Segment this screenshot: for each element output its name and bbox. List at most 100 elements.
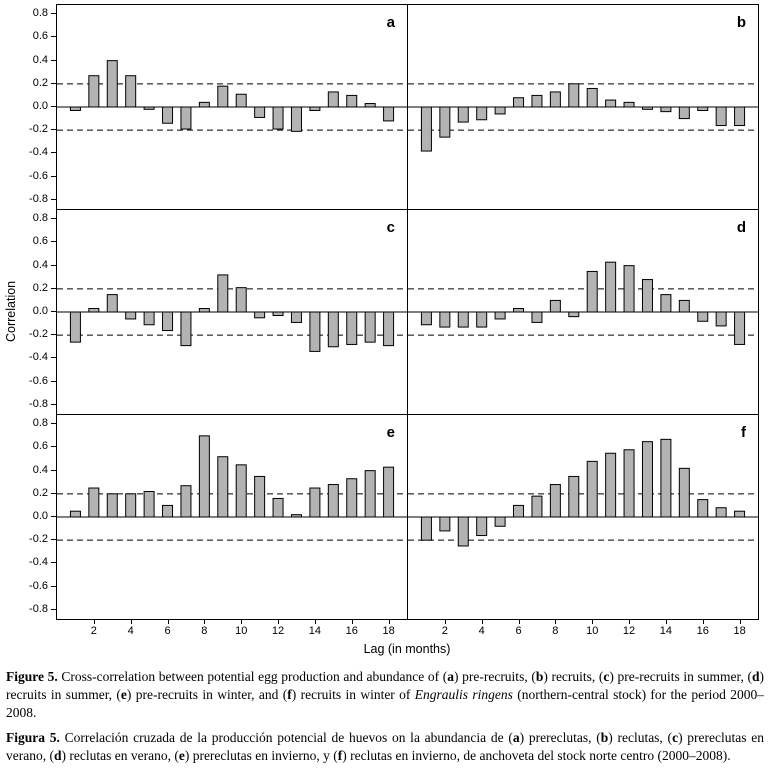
bar-lag-7 [180,485,192,518]
bar-lag-11 [605,261,617,313]
panel-b-recruits: b [407,4,758,209]
bar-lag-14 [660,294,672,313]
caption-bold-text: b [535,669,544,684]
bar-lag-8 [549,91,561,108]
bar-lag-15 [327,91,339,108]
bar-lag-2 [439,516,451,532]
y-tick-mark [51,175,56,177]
bar-lag-5 [494,516,506,527]
y-tick-label: 0.0 [32,510,48,522]
bar-lag-1 [69,106,81,111]
bar-lag-10 [235,464,247,518]
y-tick-mark [51,36,56,38]
bar-lag-11 [605,99,617,108]
x-tick-label: 12 [622,625,636,637]
x-tick-mark [739,619,741,624]
figure-captions: Figure 5. Cross-correlation between pote… [0,662,770,781]
caption-bold-text: Figura 5. [6,730,60,746]
bar-lag-5 [494,106,506,115]
bar-lag-18 [734,510,746,518]
bar-lag-11 [254,475,266,518]
panel-letter: f [741,424,747,441]
caption-bold-text: b [600,730,609,746]
panel-letter: d [737,219,746,236]
x-tick-mark [444,619,446,624]
x-tick-label: 14 [659,625,673,637]
bar-lag-16 [697,499,709,518]
bar-lag-18 [383,106,395,122]
x-tick-mark [592,619,594,624]
bar-lag-17 [715,507,727,518]
caption-text: (northern-central stock) for the period … [6,686,764,720]
x-tick-label: 4 [478,625,485,637]
y-tick-label: 0.8 [32,212,48,225]
y-tick-mark [51,198,56,200]
bar-lag-4 [476,106,488,121]
bar-lag-11 [254,311,266,319]
y-tick-label: 0.8 [32,7,48,20]
x-tick-label: 14 [308,625,322,637]
y-tick-mark [51,59,56,61]
bar-lag-18 [383,311,395,347]
y-tick-label: -0.4 [29,351,48,364]
y-tick-mark [51,264,56,266]
panel-f-recruits-winter: f [407,414,758,619]
x-tick-label: 8 [552,625,559,637]
x-tick-mark [130,619,132,624]
y-tick-label: 0.4 [32,258,48,271]
caption-text: ) pre-recruits in winter, and ( [126,686,288,702]
y-tick-label: -0.8 [29,602,48,615]
y-tick-mark [51,82,56,84]
bar-lag-7 [531,311,543,323]
caption-text: Cross-correlation between potential egg … [57,669,448,684]
bar-lag-16 [346,94,358,108]
panel-grid: a b c d e f [56,4,759,620]
bar-lag-6 [513,308,525,313]
y-tick-mark [51,287,56,289]
bar-lag-13 [641,279,653,313]
bar-lag-9 [568,475,580,518]
bar-lag-6 [162,106,174,124]
y-tick-mark [51,241,56,243]
cross-correlation-figure: Correlation a b c d e f 0.8 0.6 0.4 0.2 0.0-… [4,4,759,656]
bar-lag-12 [623,101,635,108]
bar-lag-16 [697,106,709,111]
bar-lag-3 [106,493,118,518]
y-tick-mark [51,492,56,494]
bar-lag-13 [641,441,653,518]
x-tick-label: 4 [127,625,134,637]
x-tick-mark [665,619,667,624]
bar-lag-10 [235,93,247,108]
bar-lag-10 [586,87,598,108]
bar-lag-4 [125,311,137,320]
bar-lag-8 [549,484,561,518]
x-tick-label: 18 [733,625,746,637]
y-tick-label: -0.6 [29,579,48,592]
y-tick-mark [51,380,56,382]
y-tick-label: 0.2 [32,486,48,499]
y-tick-mark [51,403,56,405]
x-axis-title: Lag (in months) [363,642,451,656]
y-tick-mark [51,585,56,587]
bar-lag-9 [217,456,229,518]
bar-lag-13 [290,311,302,323]
y-tick-mark [51,106,56,107]
panel-letter: a [387,14,396,31]
y-tick-label: 0.4 [32,463,48,476]
caption-text: ) recruits in summer, ( [6,669,764,702]
x-tick-mark [314,619,316,624]
bar-lag-2 [439,311,451,328]
bar-lag-17 [715,311,727,327]
caption-text: Correlación cruzada de la producción pot… [59,730,513,746]
bar-lag-14 [309,487,321,518]
bar-lag-2 [88,308,100,313]
x-tick-mark [555,619,557,624]
x-tick-label: 2 [441,625,448,637]
bar-lag-15 [678,299,690,313]
bar-lag-7 [531,94,543,108]
bar-lag-5 [143,311,155,326]
caption-bold-text: a [512,730,520,746]
y-tick-mark [51,608,56,610]
x-tick-mark [629,619,631,624]
bar-lag-14 [309,311,321,352]
